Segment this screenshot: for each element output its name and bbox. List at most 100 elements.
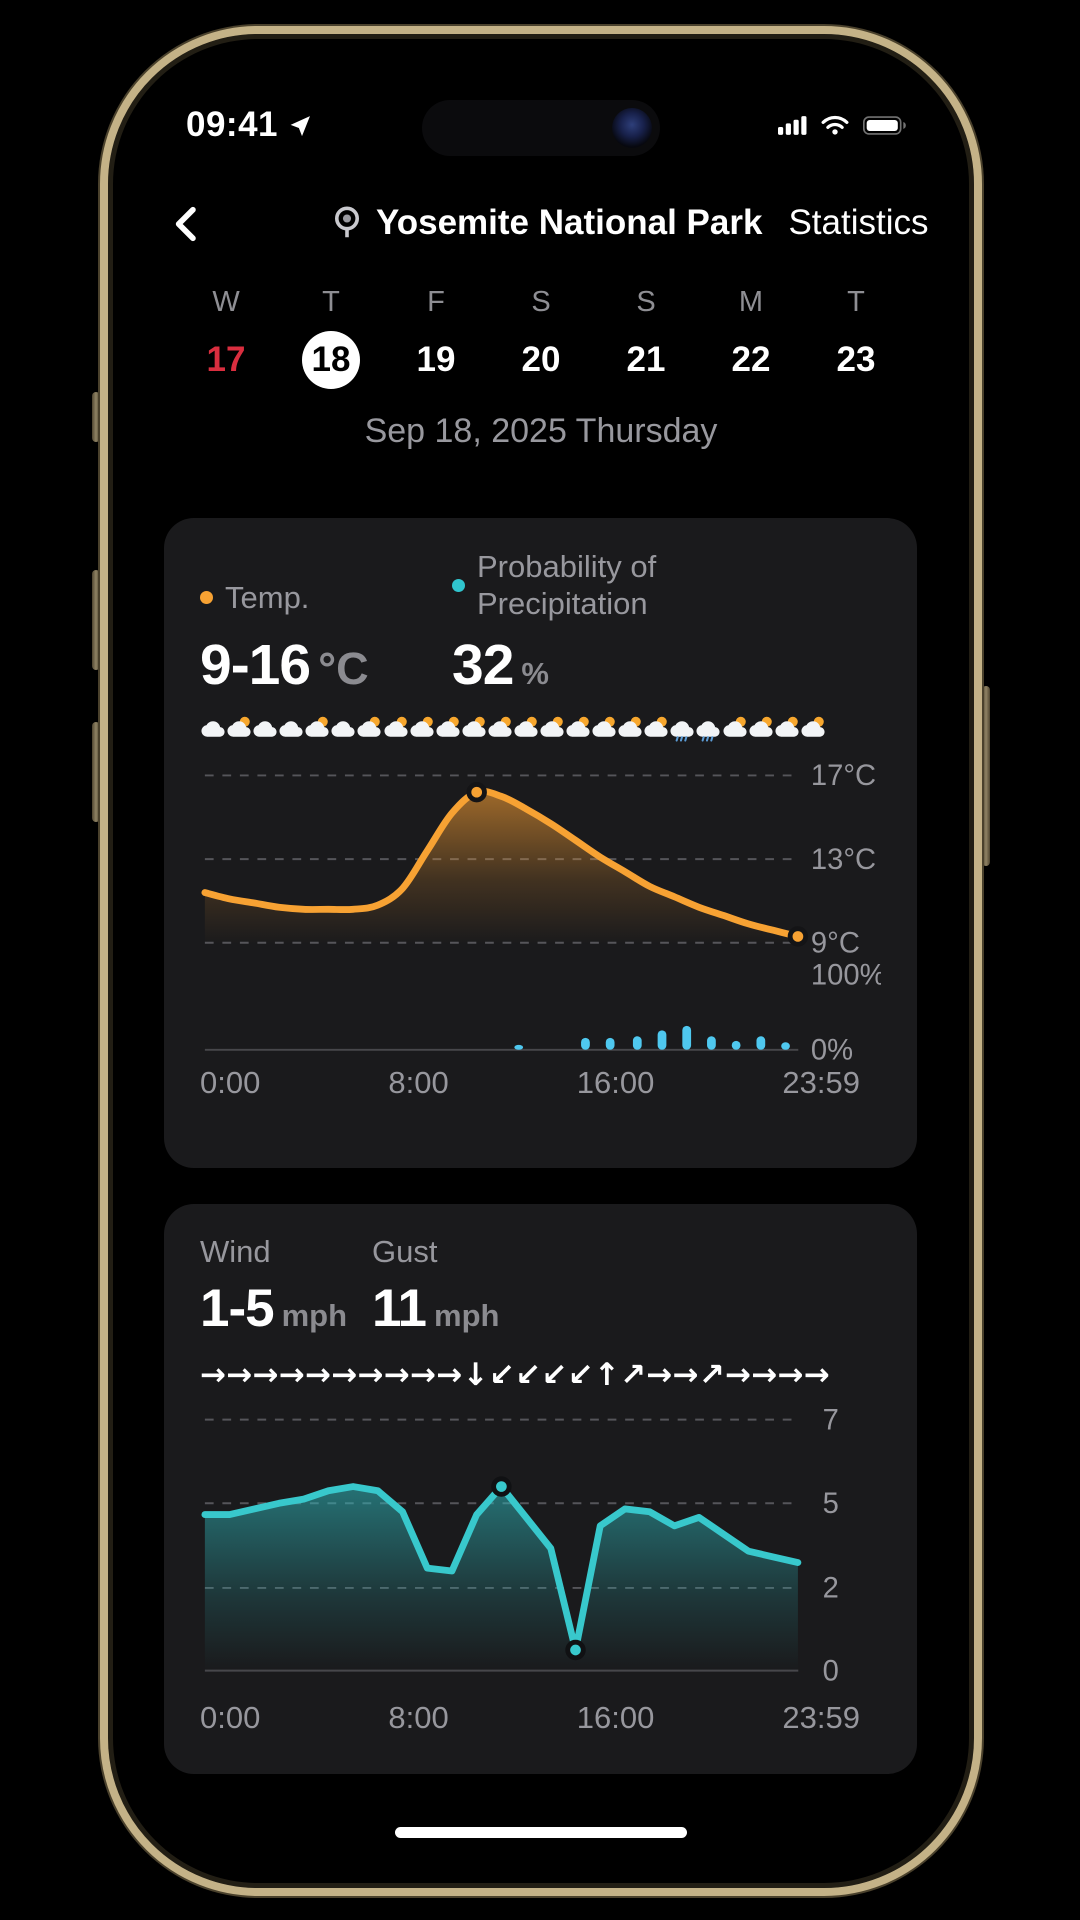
dynamic-island (422, 100, 660, 156)
wind-direction-arrow-icon: → (357, 1357, 384, 1393)
power-button[interactable] (982, 686, 990, 866)
wifi-icon (821, 115, 849, 135)
location-pin-icon (334, 206, 360, 238)
cloud-sun-icon (592, 717, 616, 738)
cloud-sun-icon (462, 717, 486, 738)
iphone-frame: 09:41 (100, 26, 982, 1896)
svg-text:17°C: 17°C (811, 761, 876, 793)
precipitation-legend-dot-icon (452, 578, 465, 592)
wind-direction-arrow-icon: ↗ (698, 1357, 725, 1393)
pop-value: 32 (452, 633, 514, 698)
pop-unit: % (521, 656, 549, 692)
wind-direction-arrow-icon: → (226, 1357, 253, 1393)
wind-direction-arrow-icon: → (803, 1357, 830, 1393)
temp-precip-card: Temp. Probability of Precipitation 9-16 °… (164, 518, 917, 1168)
cloud-sun-icon (357, 717, 382, 738)
day-letter: M (738, 286, 764, 318)
wind-direction-arrow-icon: → (383, 1357, 410, 1393)
wind-direction-arrow-icon: ↙ (515, 1357, 541, 1393)
wind-direction-arrow-icon: ↑ (593, 1357, 620, 1393)
day-cell[interactable]: W 17 (194, 286, 258, 389)
day-letter: F (427, 286, 445, 318)
wind-direction-arrow-icon: → (751, 1357, 778, 1393)
temp-legend-dot-icon (200, 591, 213, 605)
volume-up-button[interactable] (92, 570, 100, 670)
wind-card: Wind 1-5 mph Gust 11 mph → → → → → → → → → → ↓ ↙ ↙ ↙ ↙ ↑ ↗… (164, 1204, 917, 1774)
location-active-icon (290, 115, 310, 136)
svg-text:7: 7 (823, 1406, 839, 1436)
cloud-sun-icon (488, 717, 512, 738)
day-cell[interactable]: M 22 (719, 286, 783, 389)
cloud-sun-icon (723, 717, 747, 738)
x-tick-label: 8:00 (388, 1064, 449, 1100)
svg-text:2: 2 (823, 1573, 839, 1605)
svg-text:0%: 0% (811, 1035, 853, 1063)
volume-down-button[interactable] (92, 722, 100, 822)
tab-statistics[interactable]: Statistics (788, 203, 929, 242)
precipitation-legend-label: Probability of Precipitation (477, 549, 657, 622)
legend-temp: Temp. (200, 579, 452, 622)
cloud-sun-icon (436, 717, 460, 738)
cloud-icon (279, 721, 303, 738)
app-screen: 09:41 (134, 60, 948, 1862)
back-button[interactable] (170, 200, 214, 248)
x-tick-label: 23:59 (782, 1700, 860, 1736)
mute-switch[interactable] (92, 392, 100, 442)
gust-value: 11 (372, 1279, 427, 1338)
x-tick-label: 23:59 (782, 1064, 860, 1100)
day-number: 19 (416, 340, 456, 379)
temp-legend-label: Temp. (225, 580, 310, 616)
day-cell[interactable]: T 18 (299, 286, 363, 389)
x-axis-labels: 0:00 8:00 16:00 23:59 (200, 1700, 860, 1736)
date-label: Sep 18, 2025 Thursday (364, 412, 718, 450)
x-tick-label: 16:00 (576, 1064, 655, 1100)
day-number: 22 (731, 340, 771, 379)
cloud-sun-icon (749, 717, 773, 738)
battery-icon (863, 115, 906, 135)
wind-direction-arrow-icon: → (252, 1357, 279, 1393)
cloud-sun-icon (644, 717, 668, 738)
x-tick-label: 0:00 (200, 1700, 261, 1736)
front-camera-lens (612, 108, 652, 148)
wind-unit: mph (281, 1298, 348, 1333)
day-cell[interactable]: S 21 (614, 286, 678, 389)
day-cell[interactable]: F 19 (404, 286, 468, 389)
day-cell[interactable]: S 20 (509, 286, 573, 389)
temp-range-value: 9-16 (200, 633, 311, 698)
cloud-sun-icon (410, 717, 434, 738)
home-indicator[interactable] (395, 1827, 687, 1838)
x-tick-label: 8:00 (388, 1700, 449, 1736)
gust-label: Gust (372, 1234, 438, 1269)
chevron-left-icon (175, 206, 196, 242)
wind-direction-arrow-icon: → (305, 1357, 331, 1393)
wind-direction-arrow-icon: ↓ (462, 1357, 489, 1393)
rain-icon (696, 721, 721, 742)
status-time: 09:41 (186, 105, 279, 144)
status-bar: 09:41 (134, 104, 948, 146)
day-number: 18 (302, 331, 360, 389)
cloud-icon (331, 721, 355, 738)
week-strip: W 17 T 18 F 19 S 20 S 21 M 22 T 23 (164, 286, 918, 389)
day-letter: W (212, 286, 240, 318)
chart-legend: Temp. Probability of Precipitation (200, 548, 881, 622)
day-cell[interactable]: T 23 (824, 286, 888, 389)
day-letter: S (531, 286, 551, 318)
hourly-icons-row (200, 714, 826, 744)
cloud-sun-icon (618, 717, 642, 738)
day-letter: S (636, 286, 656, 318)
wind-direction-arrow-icon: ↗ (620, 1357, 646, 1393)
x-tick-label: 0:00 (200, 1064, 261, 1100)
temp-unit: °C (318, 643, 369, 695)
cloud-sun-icon (775, 717, 799, 738)
wind-direction-arrow-icon: → (725, 1357, 751, 1393)
day-number: 17 (206, 340, 246, 379)
wind-chart: 7 5 2 0 (201, 1406, 839, 1688)
day-number: 23 (836, 340, 876, 379)
page-title: Yosemite National Park (376, 203, 763, 242)
cloud-sun-icon (566, 717, 590, 738)
x-tick-label: 16:00 (576, 1700, 655, 1736)
svg-text:100%: 100% (811, 960, 881, 992)
cloud-icon (253, 721, 277, 738)
